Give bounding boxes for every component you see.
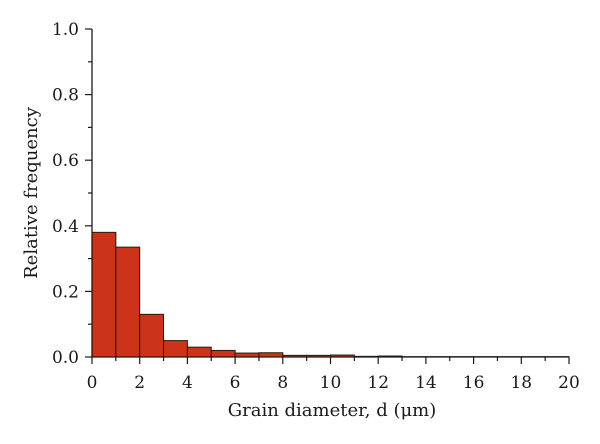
x-tick-label-5: 10 xyxy=(320,373,342,393)
x-tick-label-8: 16 xyxy=(463,373,485,393)
y-tick-label-2: 0.4 xyxy=(52,217,79,237)
x-tick-label-1: 2 xyxy=(134,373,145,393)
y-tick-label-4: 0.8 xyxy=(52,86,79,106)
bar-5 xyxy=(210,349,236,358)
x-axis-title: Grain diameter, d (μm) xyxy=(228,400,437,421)
bar-0 xyxy=(91,231,117,358)
bar-1 xyxy=(115,246,141,358)
tick-labels-group: 0 2 4 6 8 10 12 14 16 18 20 0.0 0.2 0.4 0.6 0.8 1.0 xyxy=(52,20,580,393)
x-tick-label-10: 20 xyxy=(558,373,580,393)
y-axis-title: Relative frequency xyxy=(21,106,42,279)
y-tick-label-0: 0.0 xyxy=(52,348,79,368)
bar-3 xyxy=(163,340,188,358)
bars-group xyxy=(91,231,570,358)
y-tick-label-1: 0.2 xyxy=(52,282,79,302)
y-tick-label-5: 1.0 xyxy=(52,20,79,40)
x-tick-label-6: 12 xyxy=(367,373,389,393)
x-tick-label-2: 4 xyxy=(182,373,193,393)
bar-4 xyxy=(186,346,212,358)
x-tick-label-3: 6 xyxy=(230,373,241,393)
ticks-group xyxy=(85,28,570,364)
x-tick-label-4: 8 xyxy=(277,373,288,393)
bar-2 xyxy=(139,313,165,358)
x-tick-label-9: 18 xyxy=(510,373,532,393)
x-tick-label-7: 14 xyxy=(415,373,437,393)
y-tick-label-3: 0.6 xyxy=(52,151,79,171)
x-tick-label-0: 0 xyxy=(87,373,98,393)
